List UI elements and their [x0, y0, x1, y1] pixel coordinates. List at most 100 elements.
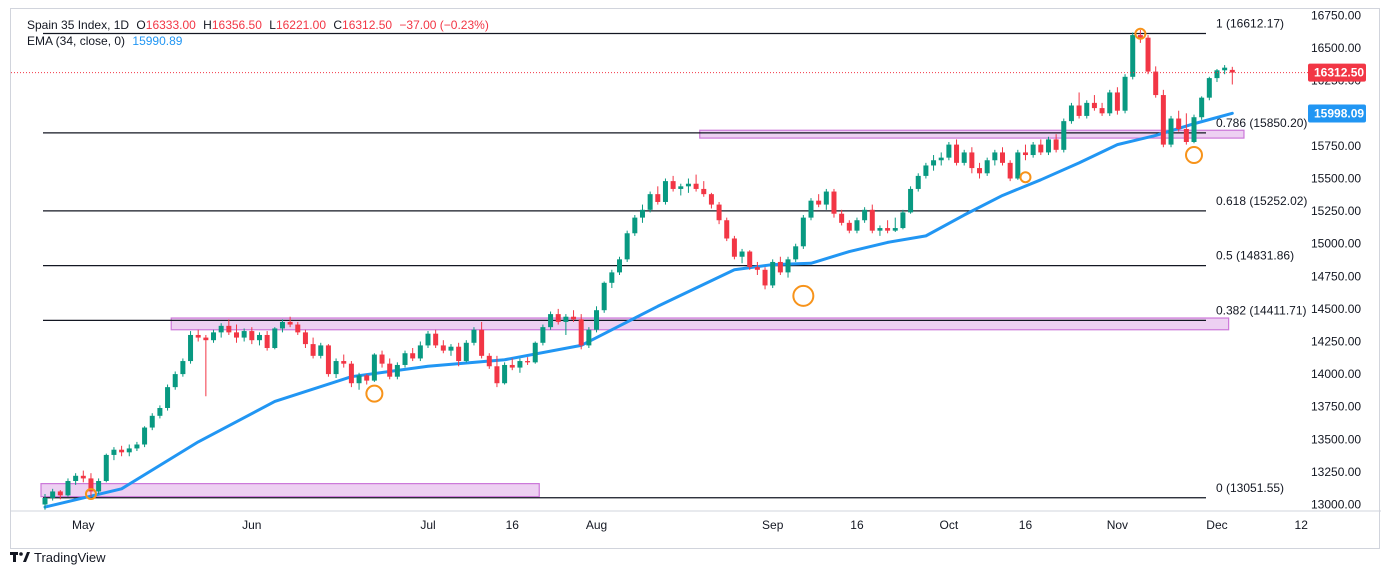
candlestick[interactable] — [670, 175, 676, 192]
price-chart[interactable]: 1 (16612.17) 0.786 (15850.20) 0.618 (15252… — [11, 9, 1381, 550]
candlestick[interactable] — [739, 248, 745, 264]
candlestick[interactable] — [685, 178, 691, 193]
candlestick[interactable] — [655, 186, 661, 205]
candlestick[interactable] — [624, 230, 630, 262]
candlestick[interactable] — [594, 306, 600, 333]
candlestick[interactable] — [126, 444, 132, 457]
candlestick[interactable] — [885, 220, 891, 234]
candlestick[interactable] — [1122, 74, 1128, 114]
candlestick[interactable] — [387, 358, 393, 380]
candlestick[interactable] — [180, 358, 186, 377]
candlestick[interactable] — [946, 141, 952, 161]
candlestick[interactable] — [456, 342, 462, 367]
candlestick[interactable] — [379, 350, 385, 368]
candlestick[interactable] — [548, 311, 554, 330]
candlestick[interactable] — [218, 323, 224, 338]
candlestick[interactable] — [647, 191, 653, 213]
swing-marker-circle[interactable] — [84, 488, 97, 501]
candlestick[interactable] — [831, 188, 837, 218]
candlestick[interactable] — [96, 478, 102, 495]
candlestick[interactable] — [1160, 89, 1166, 148]
candlestick[interactable] — [1022, 144, 1028, 161]
candlestick[interactable] — [1114, 87, 1120, 115]
candlestick[interactable] — [823, 188, 829, 210]
candlestick[interactable] — [73, 473, 79, 485]
candlestick[interactable] — [977, 162, 983, 179]
candlestick[interactable] — [157, 405, 163, 419]
candlestick[interactable] — [364, 374, 370, 385]
candlestick[interactable] — [1091, 95, 1097, 111]
candlestick[interactable] — [211, 329, 217, 343]
candlestick[interactable] — [486, 353, 492, 369]
candlestick[interactable] — [1137, 29, 1143, 43]
candlestick[interactable] — [931, 155, 937, 171]
candlestick[interactable] — [1068, 102, 1074, 124]
candlestick[interactable] — [440, 340, 446, 354]
candlestick[interactable] — [1099, 102, 1105, 116]
candlestick[interactable] — [1061, 118, 1067, 153]
swing-marker-circle[interactable] — [365, 384, 384, 403]
candlestick[interactable] — [693, 174, 699, 192]
candlestick[interactable] — [1053, 134, 1059, 153]
candlestick[interactable] — [1199, 96, 1205, 120]
candlestick[interactable] — [808, 198, 814, 221]
candlestick[interactable] — [601, 281, 607, 313]
candlestick[interactable] — [632, 215, 638, 236]
symbol-title[interactable]: Spain 35 Index, 1D — [27, 18, 130, 32]
candlestick[interactable] — [65, 478, 71, 497]
candlestick[interactable] — [149, 413, 155, 431]
candlestick[interactable] — [854, 217, 860, 234]
candlestick[interactable] — [1038, 139, 1044, 156]
candlestick[interactable] — [1076, 92, 1082, 119]
candlestick[interactable] — [1030, 141, 1036, 158]
candlestick[interactable] — [525, 357, 531, 365]
candlestick[interactable] — [241, 328, 247, 342]
candlestick[interactable] — [747, 250, 753, 270]
candlestick[interactable] — [279, 319, 285, 333]
candlestick[interactable] — [310, 337, 316, 359]
candlestick[interactable] — [517, 358, 523, 373]
candlestick[interactable] — [134, 441, 140, 452]
candlestick[interactable] — [708, 192, 714, 209]
candlestick[interactable] — [417, 341, 423, 362]
candlestick[interactable] — [341, 354, 347, 368]
candlestick[interactable] — [1168, 115, 1174, 148]
candlestick[interactable] — [111, 447, 117, 461]
candlestick[interactable] — [862, 207, 868, 223]
supply-demand-zone[interactable] — [699, 129, 1245, 139]
candlestick[interactable] — [984, 157, 990, 176]
swing-marker-circle[interactable] — [1134, 27, 1147, 40]
candlestick[interactable] — [1084, 100, 1090, 119]
candlestick[interactable] — [1191, 114, 1197, 144]
candlestick[interactable] — [1130, 32, 1136, 80]
candlestick[interactable] — [908, 186, 914, 214]
candlestick[interactable] — [716, 201, 722, 225]
candlestick[interactable] — [203, 334, 209, 397]
candlestick[interactable] — [249, 327, 255, 345]
candlestick[interactable] — [295, 321, 301, 335]
candlestick[interactable] — [502, 362, 508, 385]
candlestick[interactable] — [701, 181, 707, 197]
candlestick[interactable] — [785, 256, 791, 278]
candlestick[interactable] — [816, 194, 822, 208]
candlestick[interactable] — [793, 243, 799, 262]
candlestick[interactable] — [463, 340, 469, 363]
candlestick[interactable] — [1145, 35, 1151, 75]
candlestick[interactable] — [256, 332, 262, 346]
ema-legend[interactable]: EMA (34, close, 0) 15990.89 — [27, 34, 186, 48]
candlestick[interactable] — [762, 267, 768, 290]
candlestick[interactable] — [839, 209, 845, 226]
candlestick[interactable] — [571, 310, 577, 322]
candlestick[interactable] — [617, 256, 622, 275]
candlestick[interactable] — [724, 217, 730, 242]
candlestick[interactable] — [1015, 149, 1021, 180]
candlestick[interactable] — [226, 319, 232, 335]
candlestick[interactable] — [954, 139, 960, 166]
candlestick[interactable] — [770, 259, 776, 289]
candlestick[interactable] — [410, 348, 416, 362]
candlestick[interactable] — [188, 331, 194, 364]
candlestick[interactable] — [586, 327, 592, 349]
chart-frame[interactable]: 1 (16612.17) 0.786 (15850.20) 0.618 (15252… — [10, 8, 1381, 550]
candlestick[interactable] — [969, 147, 975, 174]
candlestick[interactable] — [609, 269, 615, 289]
